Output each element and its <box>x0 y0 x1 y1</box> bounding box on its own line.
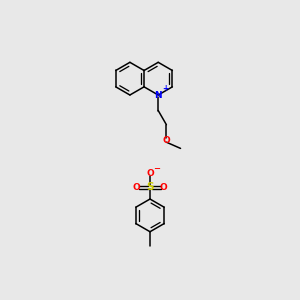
Text: O: O <box>160 183 167 192</box>
Text: O: O <box>133 183 140 192</box>
Text: S: S <box>146 182 154 192</box>
Text: N: N <box>154 91 162 100</box>
Text: O: O <box>163 136 170 145</box>
Text: O: O <box>146 169 154 178</box>
Text: +: + <box>162 84 168 93</box>
Text: −: − <box>153 164 160 173</box>
